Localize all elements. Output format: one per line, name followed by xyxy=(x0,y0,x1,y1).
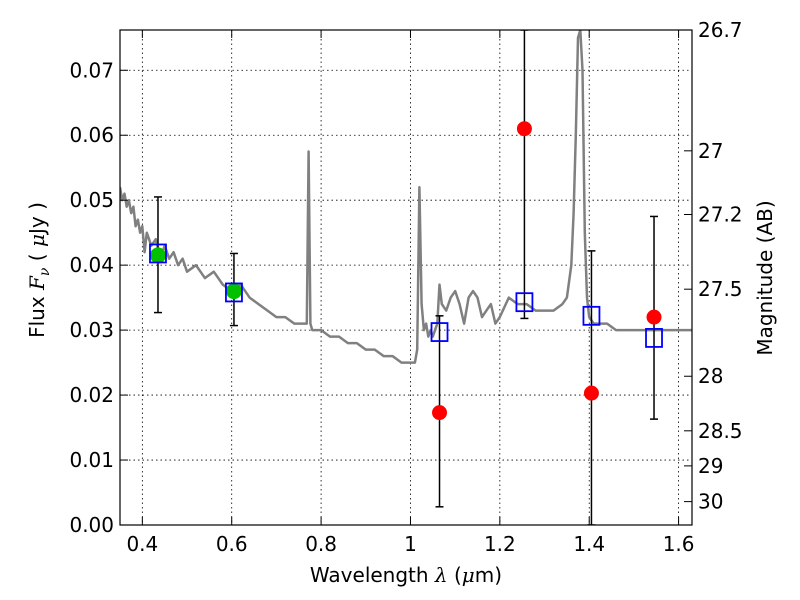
ticks xyxy=(120,29,692,526)
x-tick-label: 1 xyxy=(404,532,417,556)
y-axis-label: Flux Fν ( μJy ) xyxy=(25,202,53,338)
tick-labels: 0.4 0.6 0.8 1 1.2 1.4 1.6 0.00 0.01 0.02 0.03 0.04 0… xyxy=(69,18,742,556)
y2-tick-label: 26.7 xyxy=(698,18,743,42)
x-tick-label: 0.8 xyxy=(305,532,337,556)
grid xyxy=(120,30,692,526)
y2-tick-label: 28 xyxy=(698,364,723,388)
x-tick-label: 0.6 xyxy=(216,532,248,556)
blue-square-marker xyxy=(225,282,243,303)
blue-square-marker xyxy=(582,305,601,326)
y-tick-label: 0.05 xyxy=(69,188,114,212)
red-data-point xyxy=(432,405,448,421)
plot-frame xyxy=(119,29,693,526)
y-tick-label: 0.02 xyxy=(69,383,114,407)
y2-axis-label: Magnitude (AB) xyxy=(753,200,777,355)
x-tick-label: 0.4 xyxy=(126,532,158,556)
y-tick-label: 0.07 xyxy=(69,58,114,82)
y2-tick-label: 29 xyxy=(698,454,723,478)
plot-area xyxy=(120,30,692,525)
y-tick-label: 0.04 xyxy=(69,253,114,277)
blue-square-marker xyxy=(645,328,663,348)
model-spectrum-line xyxy=(120,30,692,364)
y2-tick-label: 27 xyxy=(698,139,723,163)
x-tick-label: 1.4 xyxy=(573,532,605,556)
blue-square-marker xyxy=(430,322,449,342)
green-data-point xyxy=(225,283,242,300)
x-tick-label: 1.6 xyxy=(663,532,695,556)
y2-tick-label: 27.5 xyxy=(698,277,743,301)
blue-square-marker xyxy=(515,292,534,313)
red-data-point xyxy=(516,121,532,137)
x-tick-label: 1.2 xyxy=(484,532,516,556)
y-tick-label: 0.03 xyxy=(69,318,114,342)
y2-tick-label: 28.5 xyxy=(698,419,743,443)
x-axis-label: Wavelength λ (μm) xyxy=(310,563,502,587)
green-data-point xyxy=(149,247,166,264)
red-data-point xyxy=(646,309,662,325)
y-tick-label: 0.00 xyxy=(69,513,114,537)
y-tick-label: 0.06 xyxy=(69,123,114,147)
y2-tick-label: 30 xyxy=(698,490,723,514)
blue-square-marker xyxy=(149,243,167,264)
y-tick-label: 0.01 xyxy=(69,448,114,472)
red-data-point xyxy=(583,385,599,401)
y2-tick-label: 27.2 xyxy=(698,202,743,226)
